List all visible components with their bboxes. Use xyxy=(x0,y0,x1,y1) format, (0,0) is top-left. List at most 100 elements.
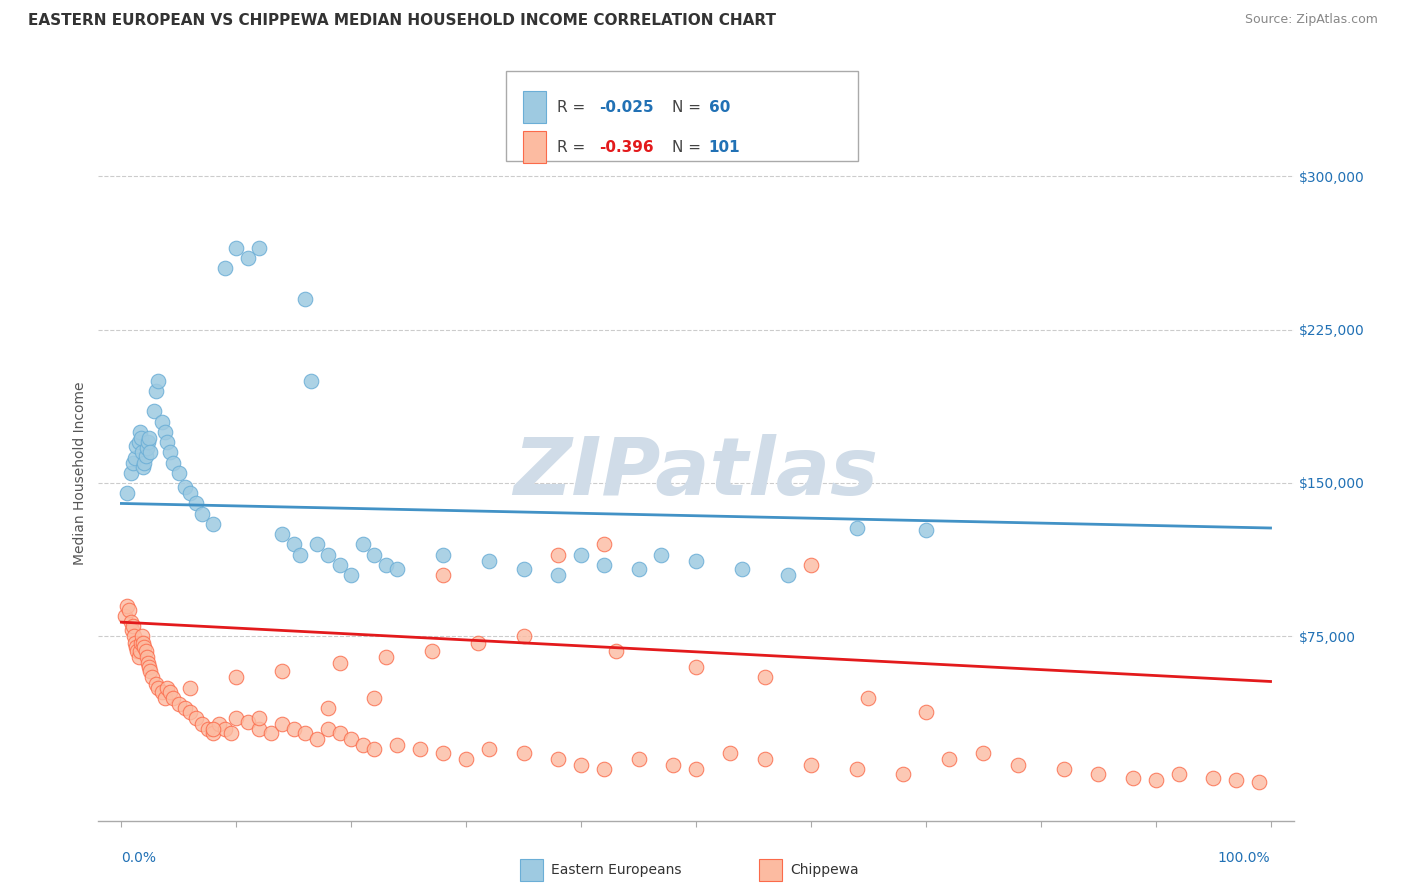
Point xyxy=(294,725,316,739)
Text: R =: R = xyxy=(557,140,591,154)
Text: 101: 101 xyxy=(709,140,740,154)
Point xyxy=(720,746,742,760)
Point xyxy=(134,640,156,654)
Point xyxy=(124,451,146,466)
Point xyxy=(150,415,173,429)
Point xyxy=(914,705,936,719)
Point xyxy=(432,746,454,760)
Point xyxy=(138,660,160,674)
Point xyxy=(294,292,316,306)
Point xyxy=(569,548,592,562)
Point xyxy=(385,562,408,576)
Text: Source: ZipAtlas.com: Source: ZipAtlas.com xyxy=(1244,13,1378,27)
Point xyxy=(478,554,501,568)
Point xyxy=(650,548,672,562)
Point xyxy=(114,609,136,624)
Point xyxy=(340,568,363,582)
Text: N =: N = xyxy=(672,140,706,154)
Point xyxy=(754,752,776,766)
Point xyxy=(142,404,165,418)
Point xyxy=(191,507,214,521)
Point xyxy=(139,445,162,459)
Point xyxy=(153,690,176,705)
Point xyxy=(283,537,305,551)
Point xyxy=(208,717,231,731)
Point xyxy=(236,715,259,730)
Point xyxy=(409,742,432,756)
Point xyxy=(115,599,138,613)
Point xyxy=(858,690,880,705)
Point xyxy=(938,752,960,766)
Point xyxy=(125,640,148,654)
Point xyxy=(141,670,163,684)
Point xyxy=(1202,771,1225,785)
Point xyxy=(131,630,153,644)
Point xyxy=(363,690,385,705)
Point xyxy=(179,486,201,500)
Point xyxy=(329,725,352,739)
Point xyxy=(512,562,534,576)
Point xyxy=(914,523,936,537)
Point xyxy=(260,725,283,739)
Point xyxy=(1225,772,1247,787)
Point xyxy=(432,568,454,582)
Point xyxy=(128,649,150,664)
Point xyxy=(456,752,478,766)
Point xyxy=(685,554,707,568)
Point xyxy=(305,537,328,551)
Point xyxy=(247,711,270,725)
Point xyxy=(776,568,799,582)
Point xyxy=(136,435,159,450)
Point xyxy=(271,717,294,731)
Point xyxy=(129,635,152,649)
Point xyxy=(115,486,138,500)
Point xyxy=(148,681,170,695)
Point xyxy=(202,516,225,531)
Point xyxy=(167,697,190,711)
Point xyxy=(197,722,219,736)
Point xyxy=(122,456,145,470)
Point xyxy=(662,758,685,772)
Point xyxy=(1087,766,1109,780)
Point xyxy=(150,684,173,698)
Point xyxy=(363,548,385,562)
Point xyxy=(247,722,270,736)
Point xyxy=(547,568,569,582)
Point xyxy=(247,241,270,255)
Point xyxy=(1167,766,1189,780)
Point xyxy=(432,548,454,562)
Point xyxy=(845,521,868,535)
Text: EASTERN EUROPEAN VS CHIPPEWA MEDIAN HOUSEHOLD INCOME CORRELATION CHART: EASTERN EUROPEAN VS CHIPPEWA MEDIAN HOUS… xyxy=(28,13,776,29)
Point xyxy=(214,722,236,736)
Point xyxy=(128,435,150,450)
Point xyxy=(202,722,225,736)
Point xyxy=(173,480,195,494)
Point xyxy=(159,684,181,698)
Point xyxy=(352,537,374,551)
Point xyxy=(225,241,247,255)
Text: 60: 60 xyxy=(709,100,730,114)
Point xyxy=(593,537,616,551)
Point xyxy=(132,635,155,649)
Point xyxy=(299,374,322,388)
Point xyxy=(131,445,153,459)
Point xyxy=(219,725,242,739)
Point xyxy=(148,374,170,388)
Point xyxy=(127,644,149,658)
Text: 100.0%: 100.0% xyxy=(1218,851,1271,865)
Point xyxy=(845,763,868,777)
Point xyxy=(329,656,352,670)
Point xyxy=(305,731,328,746)
Point xyxy=(122,619,145,633)
Point xyxy=(225,711,247,725)
Point xyxy=(891,766,914,780)
Point xyxy=(512,746,534,760)
Point xyxy=(134,456,156,470)
Point xyxy=(283,722,305,736)
Text: 0.0%: 0.0% xyxy=(121,851,156,865)
Point xyxy=(800,758,823,772)
Point xyxy=(547,752,569,766)
Text: -0.396: -0.396 xyxy=(599,140,654,154)
Point xyxy=(138,431,160,445)
Point xyxy=(627,752,650,766)
